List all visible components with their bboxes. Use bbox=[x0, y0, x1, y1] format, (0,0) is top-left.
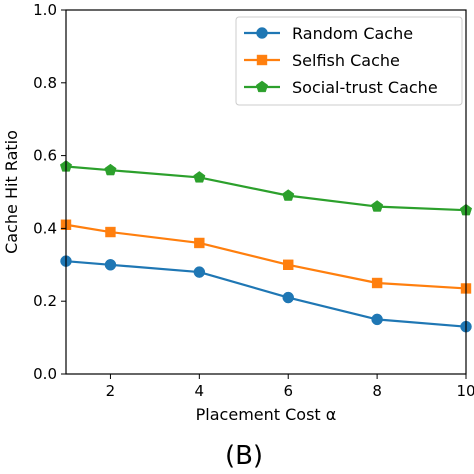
data-point bbox=[282, 189, 295, 201]
series-line bbox=[65, 260, 467, 328]
legend-marker bbox=[255, 80, 269, 93]
x-tick-label: 8 bbox=[372, 382, 382, 400]
data-point bbox=[104, 163, 117, 176]
legend-label: Selfish Cache bbox=[292, 51, 400, 70]
legend-label: Social-trust Cache bbox=[292, 78, 438, 97]
y-axis-label: Cache Hit Ratio bbox=[2, 130, 21, 254]
x-tick-label: 4 bbox=[195, 382, 205, 400]
x-tick-label: 10 bbox=[456, 382, 474, 400]
data-point bbox=[371, 200, 384, 212]
y-axis: 0.0 0.2 0.4 0.6 0.8 1.0 bbox=[33, 1, 66, 383]
data-point bbox=[282, 291, 294, 304]
x-tick-label: 6 bbox=[283, 382, 293, 400]
legend-item: Social-trust Cache bbox=[244, 78, 438, 97]
legend-item: Selfish Cache bbox=[244, 51, 400, 70]
series-selfish-cache bbox=[60, 219, 472, 294]
x-tick-label: 2 bbox=[106, 382, 116, 400]
data-point bbox=[104, 259, 117, 271]
legend-marker bbox=[256, 27, 268, 39]
data-point bbox=[194, 237, 205, 249]
y-tick-label: 0.2 bbox=[33, 292, 57, 310]
series-random-cache bbox=[60, 255, 472, 333]
y-tick-label: 0.8 bbox=[33, 74, 57, 92]
panel-label: (B) bbox=[225, 441, 263, 471]
x-axis: 2 4 6 8 10 bbox=[106, 374, 474, 400]
data-point bbox=[193, 266, 206, 278]
data-point bbox=[193, 171, 206, 183]
data-point bbox=[283, 259, 294, 271]
x-axis-label: Placement Cost α bbox=[196, 405, 337, 424]
data-point bbox=[371, 277, 383, 289]
plot-frame bbox=[65, 9, 467, 375]
y-tick-label: 0.6 bbox=[33, 147, 57, 165]
data-point bbox=[371, 313, 383, 326]
legend: Random Cache Selfish Cache Social-trust Ca… bbox=[235, 16, 463, 106]
y-tick-label: 0.4 bbox=[33, 219, 57, 237]
series-social-trust-cache bbox=[59, 160, 473, 216]
legend-marker bbox=[256, 54, 268, 66]
series-line bbox=[65, 165, 467, 212]
y-tick-label: 1.0 bbox=[33, 1, 57, 19]
data-point bbox=[105, 226, 116, 238]
series-line bbox=[65, 223, 467, 290]
legend-box bbox=[235, 16, 463, 106]
plot-content bbox=[59, 160, 473, 333]
legend-item: Random Cache bbox=[244, 24, 413, 43]
legend-label: Random Cache bbox=[292, 24, 413, 43]
y-tick-label: 0.0 bbox=[33, 365, 57, 383]
